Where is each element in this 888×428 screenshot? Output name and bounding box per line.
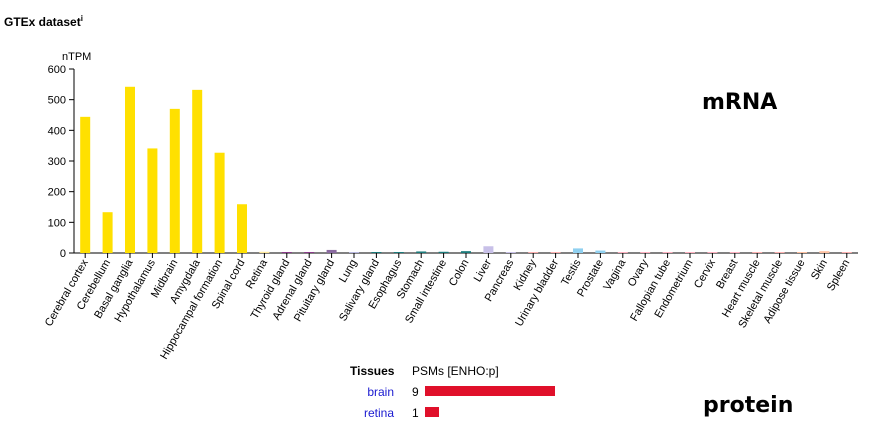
protein-row-retina-tissue[interactable]: retina — [363, 406, 394, 420]
bar-hypothalamus — [147, 148, 158, 253]
bar-urinary-bladder — [550, 252, 561, 253]
bar-salivary-gland — [371, 252, 382, 253]
bar-skin — [819, 251, 830, 253]
bar-cerebral-cortex — [80, 116, 91, 253]
protein-col-tissues: Tissues — [350, 364, 395, 378]
bar-cervix — [707, 252, 718, 253]
protein-row-brain-bar — [425, 386, 555, 396]
bar-cerebellum — [102, 212, 113, 253]
bar-breast — [729, 252, 740, 253]
y-tick-label: 600 — [48, 64, 66, 76]
bar-thyroid-gland — [281, 252, 292, 253]
bar-testis — [573, 248, 583, 253]
bar-esophagus — [393, 252, 404, 253]
bar-spinal-cord — [237, 204, 247, 253]
x-tick-label: Colon — [447, 258, 472, 289]
protein-row-retina-psms: 1 — [412, 406, 419, 420]
bar-fallopian-tube — [662, 252, 673, 253]
bar-pituitary-gland — [326, 249, 337, 253]
bar-pancreas — [505, 252, 516, 253]
protein-col-psms: PSMs [ENHO:p] — [412, 364, 499, 378]
bar-adrenal-gland — [304, 252, 315, 253]
bar-ovary — [640, 252, 651, 253]
y-tick-label: 200 — [48, 187, 66, 199]
x-tick-label: Lung — [337, 258, 360, 285]
protein-row-retina-bar — [425, 407, 440, 417]
x-tick-label: Liver — [472, 257, 494, 284]
bar-colon — [461, 251, 471, 253]
bar-vagina — [617, 252, 628, 253]
x-tick-label: Skin — [809, 258, 830, 283]
bar-small-intestine — [438, 251, 449, 253]
x-tick-label: Vagina — [601, 257, 629, 293]
bar-liver — [483, 246, 494, 253]
x-tick-label: Urinary bladder — [513, 257, 561, 328]
protein-row-brain-psms: 9 — [412, 385, 419, 399]
bar-skeletal-muscle — [774, 252, 785, 253]
y-tick-label: 0 — [60, 248, 66, 260]
bar-amygdala — [192, 89, 203, 253]
y-tick-label: 300 — [48, 156, 66, 168]
bar-kidney — [528, 252, 539, 253]
protein-row-brain-tissue[interactable]: brain — [367, 385, 394, 399]
bar-basal-ganglia — [125, 86, 135, 253]
mrna-label: mRNA — [702, 90, 778, 115]
bar-hippocampal-formation — [214, 152, 225, 253]
y-tick-label: 100 — [48, 217, 66, 229]
bar-endometrium — [685, 252, 695, 253]
bar-midbrain — [169, 108, 180, 253]
chart-title-text: GTEx dataset — [4, 15, 81, 29]
bar-stomach — [416, 251, 427, 253]
bar-prostate — [595, 250, 606, 253]
bar-retina — [259, 251, 270, 253]
bar-heart-muscle — [752, 252, 763, 253]
info-icon[interactable]: i — [80, 14, 83, 23]
y-tick-label: 500 — [48, 95, 66, 107]
protein-label: protein — [703, 393, 794, 418]
bar-spleen — [841, 252, 852, 253]
y-axis-label: nTPM — [62, 51, 91, 63]
x-tick-label: Spleen — [825, 258, 853, 294]
chart-title: GTEx dataseti — [4, 14, 83, 29]
bar-lung — [349, 252, 359, 253]
bar-adipose-tissue — [797, 252, 807, 253]
y-tick-label: 400 — [48, 125, 66, 137]
